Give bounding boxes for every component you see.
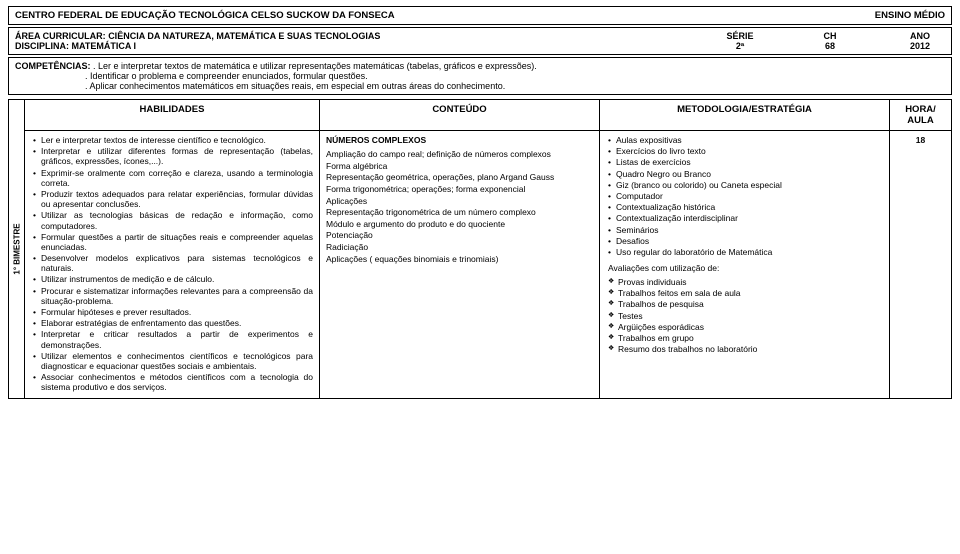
disciplina-label: DISCIPLINA: (15, 41, 69, 51)
habilidades-cell: Ler e interpretar textos de interesse ci… (25, 131, 320, 398)
header-bar: CENTRO FEDERAL DE EDUCAÇÃO TECNOLÓGICA C… (8, 6, 952, 25)
col-header-habilidades: HABILIDADES (25, 100, 320, 130)
habilidade-item: Utilizar as tecnologias básicas de redaç… (31, 210, 313, 230)
conteudo-item: Ampliação do campo real; definição de nú… (326, 149, 593, 160)
avaliacoes-title: Avaliações com utilização de: (608, 263, 883, 273)
bimestre-column: 1° BIMESTRE (9, 100, 25, 398)
avaliacao-item: Testes (606, 311, 883, 321)
col-header-hora: HORA/ AULA (890, 100, 951, 130)
avaliacoes-list: Provas individuaisTrabalhos feitos em sa… (606, 277, 883, 354)
conteudo-item: Aplicações (326, 196, 593, 207)
competencias-box: COMPETÊNCIAS: . Ler e interpretar textos… (8, 57, 952, 95)
metodologia-bullets: Aulas expositivasExercícios do livro tex… (606, 135, 883, 257)
avaliacao-item: Argüições esporádicas (606, 322, 883, 332)
habilidade-item: Utilizar elementos e conhecimentos cient… (31, 351, 313, 371)
habilidade-item: Desenvolver modelos explicativos para si… (31, 253, 313, 273)
avaliacao-item: Resumo dos trabalhos no laboratório (606, 344, 883, 354)
area-label: ÁREA CURRICULAR: (15, 31, 106, 41)
habilidade-item: Elaborar estratégias de enfrentamento da… (31, 318, 313, 328)
conteudo-item: Representação trigonométrica de um númer… (326, 207, 593, 218)
metodologia-item: Seminários (606, 225, 883, 235)
metodologia-item: Desafios (606, 236, 883, 246)
metodologia-item: Listas de exercícios (606, 157, 883, 167)
metodologia-item: Aulas expositivas (606, 135, 883, 145)
habilidade-item: Procurar e sistematizar informações rele… (31, 286, 313, 306)
conteudo-item: Potenciação (326, 230, 593, 241)
metodologia-item: Computador (606, 191, 883, 201)
habilidade-item: Exprimir-se oralmente com correção e cla… (31, 168, 313, 188)
info-box: ÁREA CURRICULAR: CIÊNCIA DA NATUREZA, MA… (8, 27, 952, 55)
ano-label: ANO (895, 31, 945, 41)
competencias-label: COMPETÊNCIAS: (15, 61, 91, 71)
ch-label: CH (805, 31, 855, 41)
serie-value: 2ª (715, 41, 765, 51)
metodologia-item: Quadro Negro ou Branco (606, 169, 883, 179)
conteudo-item: Representação geométrica, operações, pla… (326, 172, 593, 183)
metodologia-cell: Aulas expositivasExercícios do livro tex… (600, 131, 890, 398)
conteudo-item: Módulo e argumento do produto e do quoci… (326, 219, 593, 230)
col-header-metodologia: METODOLOGIA/ESTRATÉGIA (600, 100, 890, 130)
conteudo-list: Ampliação do campo real; definição de nú… (326, 149, 593, 264)
grid-header: HABILIDADES CONTEÚDO METODOLOGIA/ESTRATÉ… (25, 100, 951, 131)
habilidade-item: Formular questões a partir de situações … (31, 232, 313, 252)
metodologia-item: Contextualização histórica (606, 202, 883, 212)
competencias-line-2: . Aplicar conhecimentos matemáticos em s… (85, 81, 945, 91)
metodologia-item: Exercícios do livro texto (606, 146, 883, 156)
serie-label: SÉRIE (715, 31, 765, 41)
habilidade-item: Utilizar instrumentos de medição e de cá… (31, 274, 313, 284)
avaliacao-item: Trabalhos feitos em sala de aula (606, 288, 883, 298)
conteudo-item: Radiciação (326, 242, 593, 253)
main-grid: 1° BIMESTRE HABILIDADES CONTEÚDO METODOL… (8, 99, 952, 399)
competencias-line-0: . Ler e interpretar textos de matemática… (93, 61, 537, 71)
habilidades-list: Ler e interpretar textos de interesse ci… (31, 135, 313, 393)
education-level: ENSINO MÉDIO (875, 10, 945, 21)
hora-cell: 18 (890, 131, 951, 398)
habilidade-item: Produzir textos adequados para relatar e… (31, 189, 313, 209)
habilidade-item: Formular hipóteses e prever resultados. (31, 307, 313, 317)
metodologia-item: Contextualização interdisciplinar (606, 213, 883, 223)
metodologia-item: Uso regular do laboratório de Matemática (606, 247, 883, 257)
area-value: CIÊNCIA DA NATUREZA, MATEMÁTICA E SUAS T… (108, 31, 380, 41)
conteudo-item: Forma algébrica (326, 161, 593, 172)
habilidade-item: Interpretar e criticar resultados a part… (31, 329, 313, 349)
conteudo-title: NÚMEROS COMPLEXOS (326, 135, 593, 145)
avaliacao-item: Provas individuais (606, 277, 883, 287)
conteudo-item: Forma trigonométrica; operações; forma e… (326, 184, 593, 195)
competencias-line-1: . Identificar o problema e compreender e… (85, 71, 945, 81)
avaliacao-item: Trabalhos em grupo (606, 333, 883, 343)
institution-name: CENTRO FEDERAL DE EDUCAÇÃO TECNOLÓGICA C… (15, 10, 395, 21)
ano-value: 2012 (895, 41, 945, 51)
metodologia-item: Giz (branco ou colorido) ou Caneta espec… (606, 180, 883, 190)
hora-value: 18 (916, 135, 925, 145)
avaliacao-item: Trabalhos de pesquisa (606, 299, 883, 309)
habilidade-item: Ler e interpretar textos de interesse ci… (31, 135, 313, 145)
col-header-conteudo: CONTEÚDO (320, 100, 600, 130)
bimestre-label: 1° BIMESTRE (12, 223, 21, 274)
disciplina-value: MATEMÁTICA I (72, 41, 137, 51)
ch-value: 68 (805, 41, 855, 51)
conteudo-cell: NÚMEROS COMPLEXOS Ampliação do campo rea… (320, 131, 600, 398)
habilidade-item: Interpretar e utilizar diferentes formas… (31, 146, 313, 166)
conteudo-item: Aplicações ( equações binomiais e trinom… (326, 254, 593, 265)
habilidade-item: Associar conhecimentos e métodos científ… (31, 372, 313, 392)
